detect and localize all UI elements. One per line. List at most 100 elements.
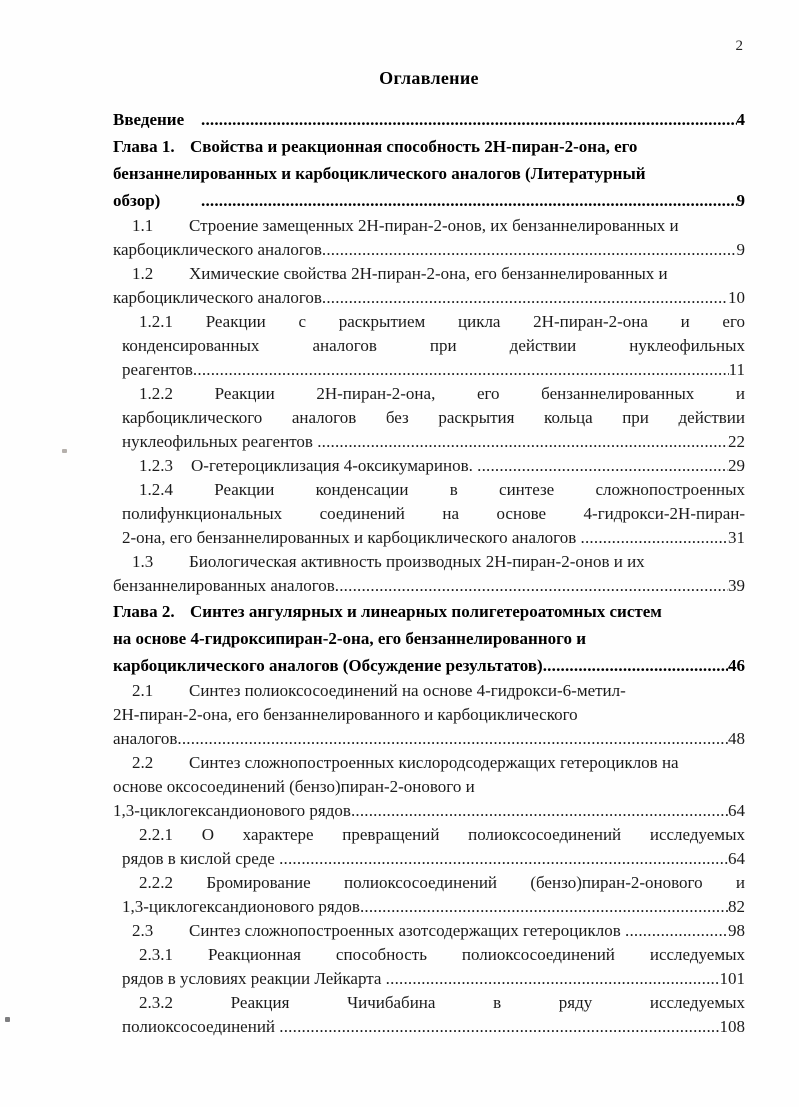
toc-entry-line: конденсированных аналогов при действии н…: [122, 334, 745, 358]
dot-leader: [322, 238, 737, 262]
toc-entry-line: Глава 2. Синтез ангулярных и линеарных по…: [113, 598, 745, 625]
toc-page-number: 31: [728, 528, 745, 547]
dot-leader: [360, 895, 728, 919]
toc-entry-text: О-гетероциклизация 4-оксикумаринов.: [191, 456, 478, 475]
toc-entry-line: 2Н-пиран-2-она, его бензаннелированного …: [113, 703, 745, 727]
toc-entry-text: 1,3-циклогександионового рядов: [113, 801, 351, 820]
toc-entry-line: 1.2.2 Реакции 2Н-пиран-2-она, его бензан…: [139, 382, 745, 406]
toc-entry-line: бензаннелированных аналогов 39: [113, 574, 745, 598]
toc-page-number: 48: [728, 729, 745, 748]
toc-entry-text: полифункциональных соединений на основе …: [122, 504, 745, 523]
dot-leader: [351, 799, 728, 823]
toc-entry-text: Биологическая активность производных 2Н-…: [189, 552, 645, 571]
toc-entry-text: аналогов: [113, 729, 178, 748]
toc-entry-line: нуклеофильных реагентов 22: [122, 430, 745, 454]
toc-page-number: 29: [728, 456, 745, 475]
toc-entry-line: реагентов 11: [122, 358, 745, 382]
toc-entry-line: 1.1 Строение замещенных 2Н-пиран-2-онов, …: [113, 214, 745, 238]
dot-leader: [317, 430, 728, 454]
dot-leader: [543, 652, 728, 679]
dot-leader: [322, 286, 728, 310]
toc-entry-line: 2.3.2 Реакция Чичибабина в ряду исследуе…: [139, 991, 745, 1015]
toc-entry-text: бензаннелированных и карбоциклического а…: [113, 164, 646, 183]
toc-entry-line: полифункциональных соединений на основе …: [122, 502, 745, 526]
toc-entry-text: Синтез сложнопостроенных кислородсодержа…: [189, 753, 679, 772]
toc-entry-line: карбоциклического аналогов 10: [113, 286, 745, 310]
toc-entry-line: полиоксосоединений 108: [122, 1015, 745, 1039]
toc-entry-text: Синтез ангулярных и линеарных полигетеро…: [190, 602, 662, 621]
toc-entry-line: аналогов 48: [113, 727, 745, 751]
toc-entry-text: 2.3.2 Реакция Чичибабина в ряду исследуе…: [139, 993, 745, 1012]
toc-entry-text: 1,3-циклогександионового рядов: [122, 897, 360, 916]
toc-entry-text: 2-она, его бензаннелированных и карбоцик…: [122, 528, 581, 547]
toc-page-number: 9: [736, 240, 746, 259]
toc-page-number: 101: [719, 969, 746, 988]
toc-page-number: 64: [728, 849, 745, 868]
toc-entry-text: 2.3.1 Реакционная способность полиоксосо…: [139, 945, 745, 964]
page-title: Оглавление: [379, 68, 479, 88]
toc-entry-text: 2Н-пиран-2-она, его бензаннелированного …: [113, 705, 578, 724]
toc-entry-line: 1.2 Химические свойства 2Н-пиран-2-она, е…: [113, 262, 745, 286]
dot-leader: [279, 847, 728, 871]
scan-artifact-speck: [5, 1017, 10, 1022]
toc-entry-number: 1.1: [132, 216, 154, 235]
toc-entry-number: 1.2: [132, 264, 154, 283]
dot-leader: [625, 919, 728, 943]
toc-entry-line: 2-она, его бензаннелированных и карбоцик…: [122, 526, 745, 550]
toc-entry-text: Введение: [113, 110, 185, 129]
toc-content: Оглавление Введение 4 Глава 1. Свойства и…: [0, 0, 799, 1039]
dot-leader: [477, 454, 728, 478]
toc-entry-text: основе оксосоединений (бензо)пиран-2-оно…: [113, 777, 475, 796]
toc-entry-text: на основе 4-гидроксипиран-2-она, его бен…: [113, 629, 586, 648]
toc-entry-line: 2.2 Синтез сложнопостроенных кислородсоде…: [113, 751, 745, 775]
dot-leader: [201, 106, 737, 133]
toc-entry-text: полиоксосоединений: [122, 1017, 280, 1036]
dot-leader: [581, 526, 728, 550]
toc-entry-line: рядов в кислой среде 64: [122, 847, 745, 871]
toc-entry-text: обзор): [113, 191, 161, 210]
toc-entry-line: обзор) 9: [113, 187, 745, 214]
toc-entry-text: Строение замещенных 2Н-пиран-2-онов, их …: [189, 216, 679, 235]
toc-entry-line: карбоциклического аналогов без раскрытия…: [122, 406, 745, 430]
dot-leader: [201, 187, 737, 214]
toc-page-number: 82: [728, 897, 745, 916]
toc-page-number: 98: [728, 921, 745, 940]
toc-entry-number: 1.3: [132, 552, 154, 571]
toc-entry-line: основе оксосоединений (бензо)пиран-2-оно…: [113, 775, 745, 799]
toc-entry-text: 2.2.1 О характере превращений полиоксосо…: [139, 825, 745, 844]
page-number: 2: [735, 38, 744, 54]
toc-entry-line: 1,3-циклогександионового рядов 64: [113, 799, 745, 823]
toc-page-number: 39: [728, 576, 745, 595]
toc-entry-line: на основе 4-гидроксипиран-2-она, его бен…: [113, 625, 745, 652]
toc-entry-line: бензаннелированных и карбоциклического а…: [113, 160, 745, 187]
toc-page-number: 22: [728, 432, 745, 451]
toc-entry-text: карбоциклического аналогов: [113, 240, 322, 259]
toc-page-number: 46: [728, 656, 745, 675]
toc-page-number: 10: [728, 288, 745, 307]
toc-entry-text: конденсированных аналогов при действии н…: [122, 336, 745, 355]
toc-page-number: 108: [719, 1017, 746, 1036]
dot-leader: [193, 358, 729, 382]
toc-entry-text: рядов в условиях реакции Лейкарта: [122, 969, 386, 988]
toc-entry-text: Синтез сложнопостроенных азотсодержащих …: [189, 921, 625, 940]
toc-entry-line: карбоциклического аналогов (Обсуждение р…: [113, 652, 745, 679]
dot-leader: [279, 1015, 719, 1039]
toc-entry-text: карбоциклического аналогов: [113, 288, 322, 307]
toc-entry-text: 1.2.1 Реакции с раскрытием цикла 2Н-пира…: [139, 312, 745, 331]
toc-entry-line: 1,3-циклогександионового рядов 82: [122, 895, 745, 919]
toc-entry-text: бензаннелированных аналогов: [113, 576, 335, 595]
toc-entry-line: 2.3.1 Реакционная способность полиоксосо…: [139, 943, 745, 967]
toc-entry-line: 2.3 Синтез сложнопостроенных азотсодержа…: [113, 919, 745, 943]
scan-artifact-speck: [62, 449, 67, 453]
toc-entry-number: Глава 2.: [113, 602, 175, 621]
toc-entry-text: 2.2.2 Бромирование полиоксосоединений (б…: [139, 873, 745, 892]
toc-entry-line: 2.1 Синтез полиоксосоединений на основе 4…: [113, 679, 745, 703]
toc-entry-text: 1.2.4 Реакции конденсации в синтезе слож…: [139, 480, 745, 499]
toc-entry-line: карбоциклического аналогов 9: [113, 238, 745, 262]
toc-page-number: 64: [728, 801, 745, 820]
dot-leader: [335, 574, 728, 598]
toc-page-number: 11: [728, 360, 745, 379]
toc-entry-text: карбоциклического аналогов (Обсуждение р…: [113, 656, 543, 675]
toc-entry-line: 2.2.2 Бромирование полиоксосоединений (б…: [139, 871, 745, 895]
